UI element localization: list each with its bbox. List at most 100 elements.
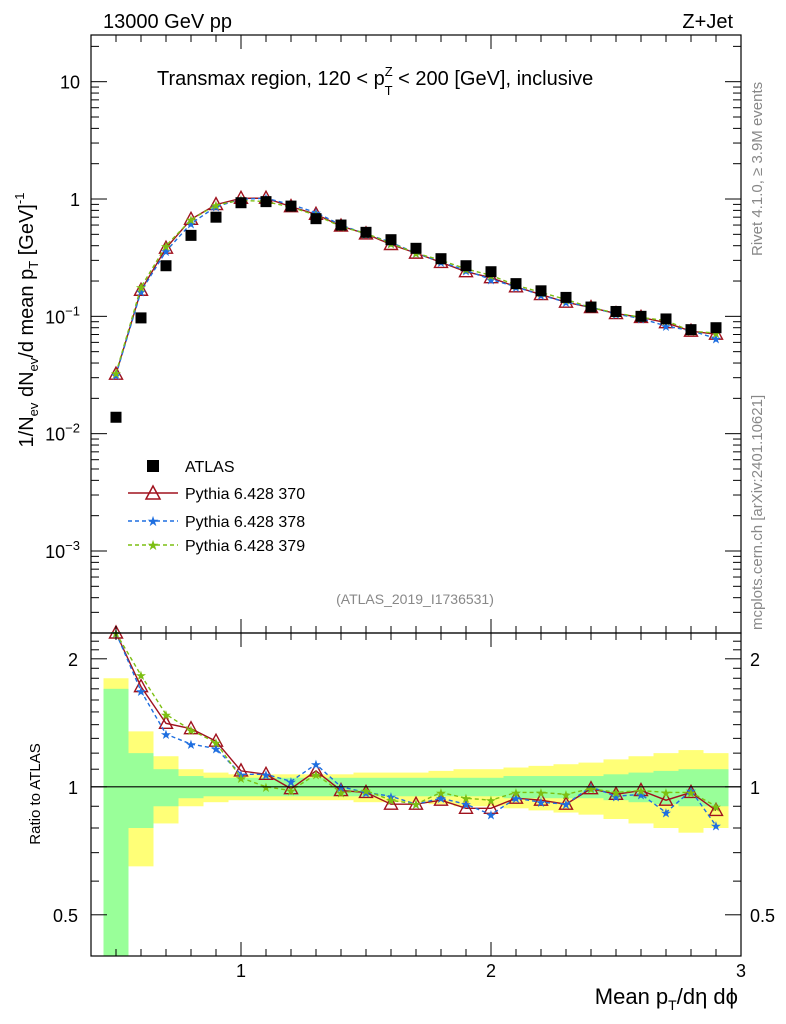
legend-marker-370	[144, 484, 162, 500]
data-point	[160, 260, 172, 272]
ratio-marker-1: ★	[160, 728, 172, 743]
ratio-marker-1: ★	[510, 792, 522, 807]
series-marker-1: ★	[185, 218, 197, 233]
series-line-1	[115, 197, 717, 376]
series-marker-1: ★	[485, 273, 497, 288]
series-marker-0	[108, 365, 124, 380]
data-point	[710, 322, 722, 334]
data-point	[135, 312, 147, 324]
ratio-y-axis-label: Ratio to ATLAS	[27, 743, 44, 844]
ratio-marker-2: ★	[260, 781, 272, 796]
ratio-y-tick-label-left: 1	[68, 778, 78, 798]
data-point	[685, 324, 697, 336]
data-point	[285, 200, 297, 212]
series-marker-2: ★	[710, 327, 722, 342]
series-marker-0	[208, 196, 224, 211]
ratio-y-tick-label-right: 1	[750, 778, 760, 798]
series-marker-1: ★	[560, 296, 572, 311]
y-tick-label: 1	[70, 190, 80, 210]
x-tick-label: 2	[486, 961, 496, 981]
series-marker-1: ★	[110, 369, 122, 384]
series-marker-1: ★	[410, 247, 422, 262]
legend-marker-379: ★	[147, 537, 160, 553]
ratio-marker-1: ★	[410, 798, 422, 813]
ratio-marker-1: ★	[360, 786, 372, 801]
ratio-marker-0	[408, 795, 424, 810]
x-tick-label: 1	[236, 961, 246, 981]
ratio-marker-0	[208, 732, 224, 747]
ratio-marker-2: ★	[410, 798, 422, 813]
ratio-marker-2: ★	[610, 786, 622, 801]
ratio-marker-1: ★	[435, 792, 447, 807]
ratio-y-tick-label-right: 2	[750, 650, 760, 670]
legend-label-370: Pythia 6.428 370	[185, 486, 305, 503]
ratio-marker-2: ★	[685, 786, 697, 801]
y-tick-label: 10	[60, 73, 80, 93]
ratio-marker-0	[658, 791, 674, 806]
ratio-band-green	[678, 769, 704, 807]
side-text-mcplots: mcplots.cern.ch [arXiv:2401.10621]	[749, 395, 766, 630]
ratio-marker-2: ★	[660, 786, 672, 801]
y-tick-label: 10−2	[45, 421, 80, 445]
ratio-marker-1: ★	[310, 758, 322, 773]
y-tick-label: 10−3	[45, 538, 80, 562]
ratio-band-green	[703, 769, 729, 807]
ratio-marker-2: ★	[460, 792, 472, 807]
ratio-marker-2: ★	[310, 768, 322, 783]
ratio-marker-2: ★	[485, 794, 497, 809]
series-marker-2: ★	[135, 281, 147, 296]
ratio-uncertainty-bands	[103, 678, 729, 956]
series-marker-2: ★	[210, 199, 222, 214]
legend-label-379: Pythia 6.428 379	[185, 538, 305, 555]
side-text-rivet: Rivet 4.1.0, ≥ 3.9M events	[749, 82, 766, 256]
ratio-marker-1: ★	[660, 807, 672, 822]
ratio-marker-0	[483, 799, 499, 815]
ratio-marker-0	[533, 791, 549, 806]
ratio-marker-1: ★	[560, 798, 572, 813]
ratio-marker-2: ★	[360, 785, 372, 800]
ratio-marker-1: ★	[210, 743, 222, 758]
ratio-marker-0	[158, 714, 174, 730]
series-marker-1: ★	[210, 201, 222, 216]
ratio-marker-2: ★	[585, 783, 597, 798]
legend-label-378: Pythia 6.428 378	[185, 514, 305, 531]
data-point	[560, 291, 572, 303]
ratio-band-green	[153, 769, 179, 807]
ratio-marker-1: ★	[335, 781, 347, 796]
ratio-marker-0	[633, 782, 649, 797]
ratio-marker-0	[308, 762, 324, 777]
data-point	[235, 197, 247, 209]
y-axis-label: 1/Nev dNev/d mean pT [GeV]-1	[12, 193, 41, 448]
ratio-band-green	[653, 770, 679, 805]
series-line-0	[115, 197, 717, 375]
x-tick-label: 3	[736, 961, 746, 981]
ratio-marker-1: ★	[460, 798, 472, 813]
legend-marker-atlas	[147, 460, 159, 472]
ratio-marker-1: ★	[385, 790, 397, 805]
ratio-marker-2: ★	[385, 794, 397, 809]
series-marker-2: ★	[160, 240, 172, 255]
ratio-marker-0	[708, 801, 724, 817]
ratio-marker-1: ★	[635, 788, 647, 803]
ratio-band-green	[103, 688, 129, 956]
series-marker-1: ★	[535, 289, 547, 304]
ratio-marker-2: ★	[635, 785, 647, 800]
analysis-watermark: (ATLAS_2019_I1736531)	[336, 591, 494, 607]
data-point	[385, 234, 397, 246]
data-point	[660, 313, 672, 325]
ratio-marker-2: ★	[235, 772, 247, 787]
data-point	[210, 211, 222, 223]
ratio-marker-2: ★	[160, 708, 172, 723]
ratio-marker-2: ★	[560, 788, 572, 803]
ratio-marker-1: ★	[485, 809, 497, 824]
ratio-marker-1: ★	[260, 768, 272, 783]
axes: 1 2 3 10 1 10−1 10−2 10−3 2 2 1 1 0.5 0.5	[45, 34, 775, 981]
data-point	[510, 278, 522, 290]
main-title: Transmax region, 120 < pZ T < 200 [GeV], …	[157, 64, 593, 98]
ratio-marker-2: ★	[185, 724, 197, 739]
ratio-marker-1: ★	[535, 796, 547, 811]
header-left: 13000 GeV pp	[103, 11, 232, 33]
data-point	[185, 229, 197, 241]
series-marker-1: ★	[160, 245, 172, 260]
